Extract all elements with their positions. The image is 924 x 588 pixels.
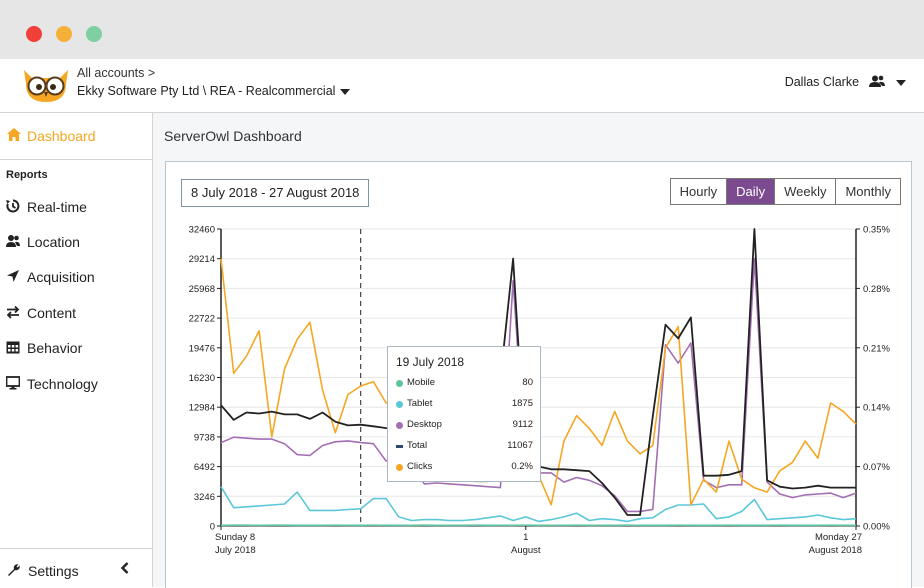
user-menu[interactable]: Dallas Clarke — [785, 75, 906, 89]
tooltip-series-value: 9112 — [513, 419, 533, 430]
granularity-weekly-button[interactable]: Weekly — [774, 179, 835, 204]
sidebar-item-label: Content — [27, 305, 76, 321]
y-tick-label: 19476 — [189, 343, 215, 354]
clock-icon — [6, 199, 20, 213]
y-tick-label: 16230 — [189, 373, 215, 384]
account-name: Ekky Software Pty Ltd \ REA - Realcommer… — [77, 84, 335, 98]
sidebar-item-label: Location — [27, 234, 80, 250]
users-icon — [6, 234, 20, 248]
all-accounts-link[interactable]: All accounts > — [77, 66, 155, 80]
granularity-monthly-button[interactable]: Monthly — [835, 179, 900, 204]
x-tick-label: August 2018 — [809, 545, 862, 556]
tooltip-series-value: 80 — [522, 377, 533, 388]
sidebar-item-content[interactable]: Content — [0, 299, 152, 329]
users-icon — [869, 75, 885, 87]
y-tick-label: 3246 — [194, 492, 215, 503]
sidebar-item-label: Acquisition — [27, 269, 95, 285]
desktop-icon — [6, 376, 20, 390]
x-tick-label: July 2018 — [215, 545, 256, 556]
wrench-icon — [6, 562, 21, 577]
tooltip-row-tablet: Tablet 1875 — [396, 398, 533, 412]
sidebar-item-acquisition[interactable]: Acquisition — [0, 263, 152, 293]
desktop-swatch — [396, 422, 403, 429]
x-tick-label: Sunday 8 — [215, 532, 255, 543]
sidebar-item-behavior[interactable]: Behavior — [0, 334, 152, 364]
account-selector[interactable]: Ekky Software Pty Ltd \ REA - Realcommer… — [77, 84, 350, 98]
owl-logo — [20, 64, 72, 104]
tooltip-series-name: Mobile — [407, 377, 435, 388]
sidebar-item-label: Real-time — [27, 199, 87, 215]
exchange-icon — [6, 305, 20, 319]
y-tick-label: 25968 — [189, 284, 215, 295]
y-tick-label: 32460 — [189, 225, 215, 236]
tooltip-series-value: 11067 — [507, 440, 533, 451]
chevron-down-icon — [896, 80, 906, 86]
chevron-left-icon[interactable] — [120, 562, 130, 574]
y-tick-label: 22722 — [189, 314, 215, 325]
sidebar-item-label: Dashboard — [27, 128, 96, 144]
date-range-picker[interactable]: 8 July 2018 - 27 August 2018 — [181, 179, 369, 207]
chevron-down-icon — [340, 89, 350, 95]
tooltip-series-name: Total — [407, 440, 427, 451]
sidebar-item-realtime[interactable]: Real-time — [0, 193, 152, 223]
y2-tick-label: 0.21% — [863, 343, 890, 354]
y2-tick-label: 0.14% — [863, 403, 890, 414]
granularity-hourly-button[interactable]: Hourly — [671, 179, 727, 204]
tooltip-row-total: Total 11067 — [396, 440, 533, 454]
x-tick-label: 1 — [523, 532, 528, 543]
sidebar-settings: Settings — [0, 548, 152, 588]
chart-tooltip: 19 July 2018 Mobile 80 Tablet 1875 Deskt… — [387, 346, 541, 482]
sidebar-item-label: Behavior — [27, 340, 82, 356]
window-titlebar — [0, 0, 924, 59]
clicks-swatch — [396, 464, 403, 471]
y-tick-label: 6492 — [194, 462, 215, 473]
tooltip-row-mobile: Mobile 80 — [396, 377, 533, 391]
x-tick-label: August — [511, 545, 541, 556]
window-maximize-button[interactable] — [86, 26, 102, 42]
y2-tick-label: 0.35% — [863, 225, 890, 236]
sidebar-item-label: Technology — [27, 376, 98, 392]
y2-tick-label: 0.28% — [863, 284, 890, 295]
sidebar-item-location[interactable]: Location — [0, 228, 152, 258]
y-tick-label: 0 — [210, 522, 215, 533]
granularity-toggle: Hourly Daily Weekly Monthly — [670, 178, 901, 205]
tooltip-title: 19 July 2018 — [396, 355, 464, 369]
series-line-tablet — [221, 487, 856, 522]
sidebar: Dashboard Reports Real-time Location Acq… — [0, 113, 153, 587]
y-tick-label: 12984 — [189, 403, 215, 414]
settings-link[interactable]: Settings — [28, 563, 79, 579]
y-tick-label: 9738 — [194, 432, 215, 443]
granularity-daily-button[interactable]: Daily — [726, 179, 774, 204]
page-title: ServerOwl Dashboard — [164, 128, 302, 144]
window-close-button[interactable] — [26, 26, 42, 42]
tooltip-row-desktop: Desktop 9112 — [396, 419, 533, 433]
y2-tick-label: 0.00% — [863, 522, 890, 533]
mobile-swatch — [396, 380, 403, 387]
tooltip-series-value: 0.2% — [511, 461, 533, 472]
tooltip-series-value: 1875 — [512, 398, 533, 409]
sidebar-item-dashboard[interactable]: Dashboard — [0, 113, 152, 160]
tablet-swatch — [396, 401, 403, 408]
tooltip-row-clicks: Clicks 0.2% — [396, 461, 533, 475]
tooltip-series-name: Desktop — [407, 419, 442, 430]
total-swatch — [396, 445, 403, 448]
tooltip-series-name: Tablet — [407, 398, 432, 409]
y-tick-label: 29214 — [189, 254, 215, 265]
calendar-icon — [6, 340, 20, 354]
window-minimize-button[interactable] — [56, 26, 72, 42]
sidebar-item-technology[interactable]: Technology — [0, 370, 152, 400]
x-tick-label: Monday 27 — [815, 532, 862, 543]
app-header: All accounts > Ekky Software Pty Ltd \ R… — [0, 59, 924, 113]
home-icon — [7, 128, 21, 141]
tooltip-series-name: Clicks — [407, 461, 432, 472]
user-name: Dallas Clarke — [785, 75, 859, 89]
location-arrow-icon — [6, 269, 20, 283]
reports-heading: Reports — [6, 169, 48, 181]
y2-tick-label: 0.07% — [863, 462, 890, 473]
